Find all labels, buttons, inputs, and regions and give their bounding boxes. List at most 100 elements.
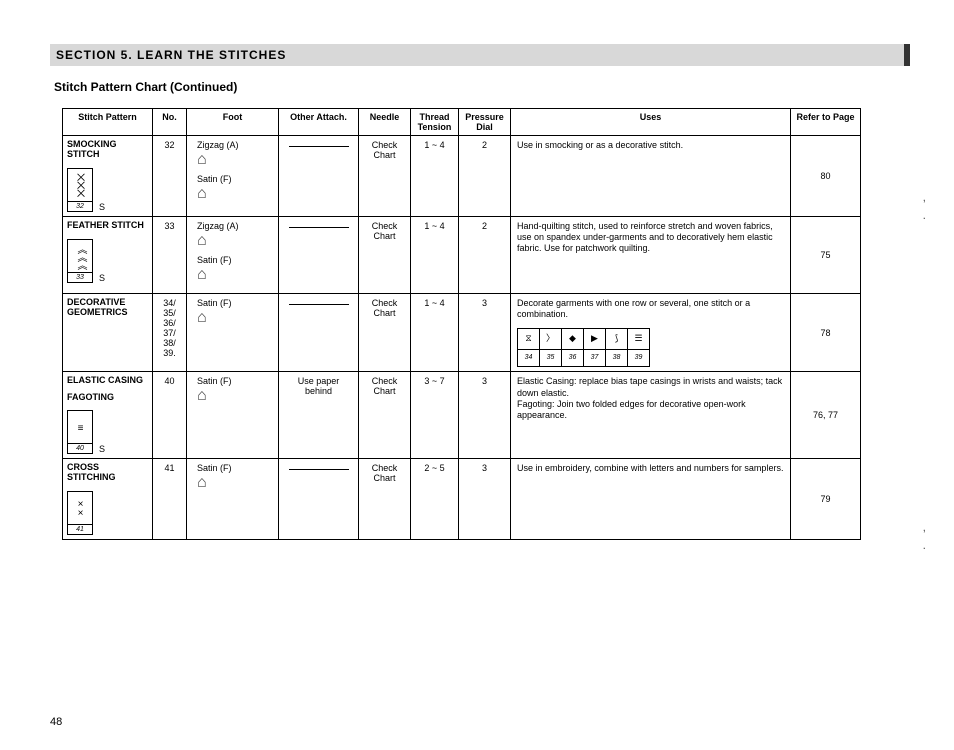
stitch-icon: ≡ [67, 410, 93, 444]
cell-pressure: 3 [459, 372, 511, 459]
cell-pattern: DECORATIVE GEOMETRICS [63, 293, 153, 372]
cell-attach [279, 293, 359, 372]
cell-pressure: 3 [459, 293, 511, 372]
s-mark: S [99, 444, 105, 454]
cell-page: 78 [791, 293, 861, 372]
cell-no: 41 [153, 459, 187, 540]
cell-page: 76, 77 [791, 372, 861, 459]
pattern-name: DECORATIVE GEOMETRICS [67, 298, 148, 318]
presser-foot-icon: ⌂ [197, 475, 274, 491]
presser-foot-icon: ⌂ [197, 267, 274, 283]
cell-attach [279, 216, 359, 293]
cell-tension: 2 ~ 5 [411, 459, 459, 540]
cell-no: 32 [153, 136, 187, 217]
col-attach: Other Attach. [279, 109, 359, 136]
decor-glyph-num: 36 [562, 349, 584, 367]
col-pressure: Pressure Dial [459, 109, 511, 136]
decor-glyph: ☰ [628, 329, 650, 349]
s-mark: S [99, 273, 105, 283]
cell-needle: Check Chart [359, 216, 411, 293]
cell-pattern: ELASTIC CASINGFAGOTING ≡ 40 S [63, 372, 153, 459]
cell-needle: Check Chart [359, 372, 411, 459]
col-uses: Uses [511, 109, 791, 136]
presser-foot-icon: ⌂ [197, 233, 274, 249]
table-row: SMOCKING STITCH ⨉⨉⨉ 32 S 32 Zigzag (A) ⌂ S… [63, 136, 861, 217]
dash [289, 469, 349, 470]
cell-pressure: 3 [459, 459, 511, 540]
pattern-name: CROSS STITCHING [67, 463, 148, 483]
cell-page: 80 [791, 136, 861, 217]
decor-glyph-num: 34 [518, 349, 540, 367]
cell-pattern: CROSS STITCHING ×× 41 [63, 459, 153, 540]
pattern-name: FEATHER STITCH [67, 221, 148, 231]
cell-foot: Zigzag (A) ⌂ Satin (F) ⌂ [187, 216, 279, 293]
presser-foot-icon: ⌂ [197, 152, 274, 168]
section-header: SECTION 5. LEARN THE STITCHES [50, 44, 910, 66]
dash [289, 304, 349, 305]
cell-pattern: SMOCKING STITCH ⨉⨉⨉ 32 S [63, 136, 153, 217]
cell-tension: 1 ~ 4 [411, 136, 459, 217]
stitch-icon-number: 41 [67, 525, 93, 535]
cell-foot: Zigzag (A) ⌂Satin (F) ⌂ [187, 136, 279, 217]
cell-tension: 1 ~ 4 [411, 216, 459, 293]
table-header-row: Stitch Pattern No. Foot Other Attach. Ne… [63, 109, 861, 136]
decorative-glyph-table: ⧖〉◆▶⟆☰343536373839 [517, 328, 650, 367]
presser-foot-icon: ⌂ [197, 388, 274, 404]
table-row: FEATHER STITCH ︽︽︽ 33 S 33 Zigzag (A) ⌂ Sa… [63, 216, 861, 293]
cell-page: 79 [791, 459, 861, 540]
cell-foot: Satin (F) ⌂ [187, 459, 279, 540]
s-mark: S [99, 202, 105, 212]
cell-attach [279, 136, 359, 217]
table-row: ELASTIC CASINGFAGOTING ≡ 40 S 40 Satin (F… [63, 372, 861, 459]
decor-glyph: ▶ [584, 329, 606, 349]
foot-label: Satin (F) [197, 298, 274, 308]
cell-uses: Use in embroidery, combine with letters … [511, 459, 791, 540]
stitch-icon: ×× [67, 491, 93, 525]
col-tension: Thread Tension [411, 109, 459, 136]
stitch-icon: ︽︽︽ [67, 239, 93, 273]
cell-attach [279, 459, 359, 540]
stitch-icon: ⨉⨉⨉ [67, 168, 93, 202]
cell-pattern: FEATHER STITCH ︽︽︽ 33 S [63, 216, 153, 293]
pattern-subname: FAGOTING [67, 392, 148, 402]
margin-mark: . [923, 208, 926, 222]
decor-glyph-num: 37 [584, 349, 606, 367]
decor-glyph-num: 35 [540, 349, 562, 367]
cell-pressure: 2 [459, 216, 511, 293]
stitch-icon-number: 32 [67, 202, 93, 212]
col-page: Refer to Page [791, 109, 861, 136]
stitch-icon-number: 40 [67, 444, 93, 454]
decor-glyph: ◆ [562, 329, 584, 349]
foot-label: Satin (F) [197, 376, 274, 386]
cell-page: 75 [791, 216, 861, 293]
cell-uses: Use in smocking or as a decorative stitc… [511, 136, 791, 217]
dash [289, 146, 349, 147]
margin-mark: , [923, 190, 926, 204]
cell-pressure: 2 [459, 136, 511, 217]
cell-uses: Elastic Casing: replace bias tape casing… [511, 372, 791, 459]
page-number: 48 [50, 716, 62, 728]
margin-mark: . [923, 538, 926, 552]
col-no: No. [153, 109, 187, 136]
margin-mark: , [923, 520, 926, 534]
cell-attach: Use paper behind [279, 372, 359, 459]
foot-label: Zigzag (A) [197, 221, 274, 231]
decor-glyph: ⟆ [606, 329, 628, 349]
decor-glyph: 〉 [540, 329, 562, 349]
stitch-icon-number: 33 [67, 273, 93, 283]
foot-label: Satin (F) [197, 174, 274, 184]
dash [289, 227, 349, 228]
cell-no: 34/ 35/ 36/ 37/ 38/ 39. [153, 293, 187, 372]
table-row: DECORATIVE GEOMETRICS34/ 35/ 36/ 37/ 38/… [63, 293, 861, 372]
chart-title: Stitch Pattern Chart (Continued) [54, 80, 910, 94]
foot-label: Satin (F) [197, 255, 274, 265]
presser-foot-icon: ⌂ [197, 310, 274, 326]
cell-tension: 1 ~ 4 [411, 293, 459, 372]
col-pattern: Stitch Pattern [63, 109, 153, 136]
cell-uses: Decorate garments with one row or severa… [511, 293, 791, 372]
stitch-pattern-table: Stitch Pattern No. Foot Other Attach. Ne… [62, 108, 861, 540]
cell-foot: Satin (F) ⌂ [187, 293, 279, 372]
cell-needle: Check Chart [359, 136, 411, 217]
pattern-name: SMOCKING STITCH [67, 140, 148, 160]
foot-label: Zigzag (A) [197, 140, 274, 150]
